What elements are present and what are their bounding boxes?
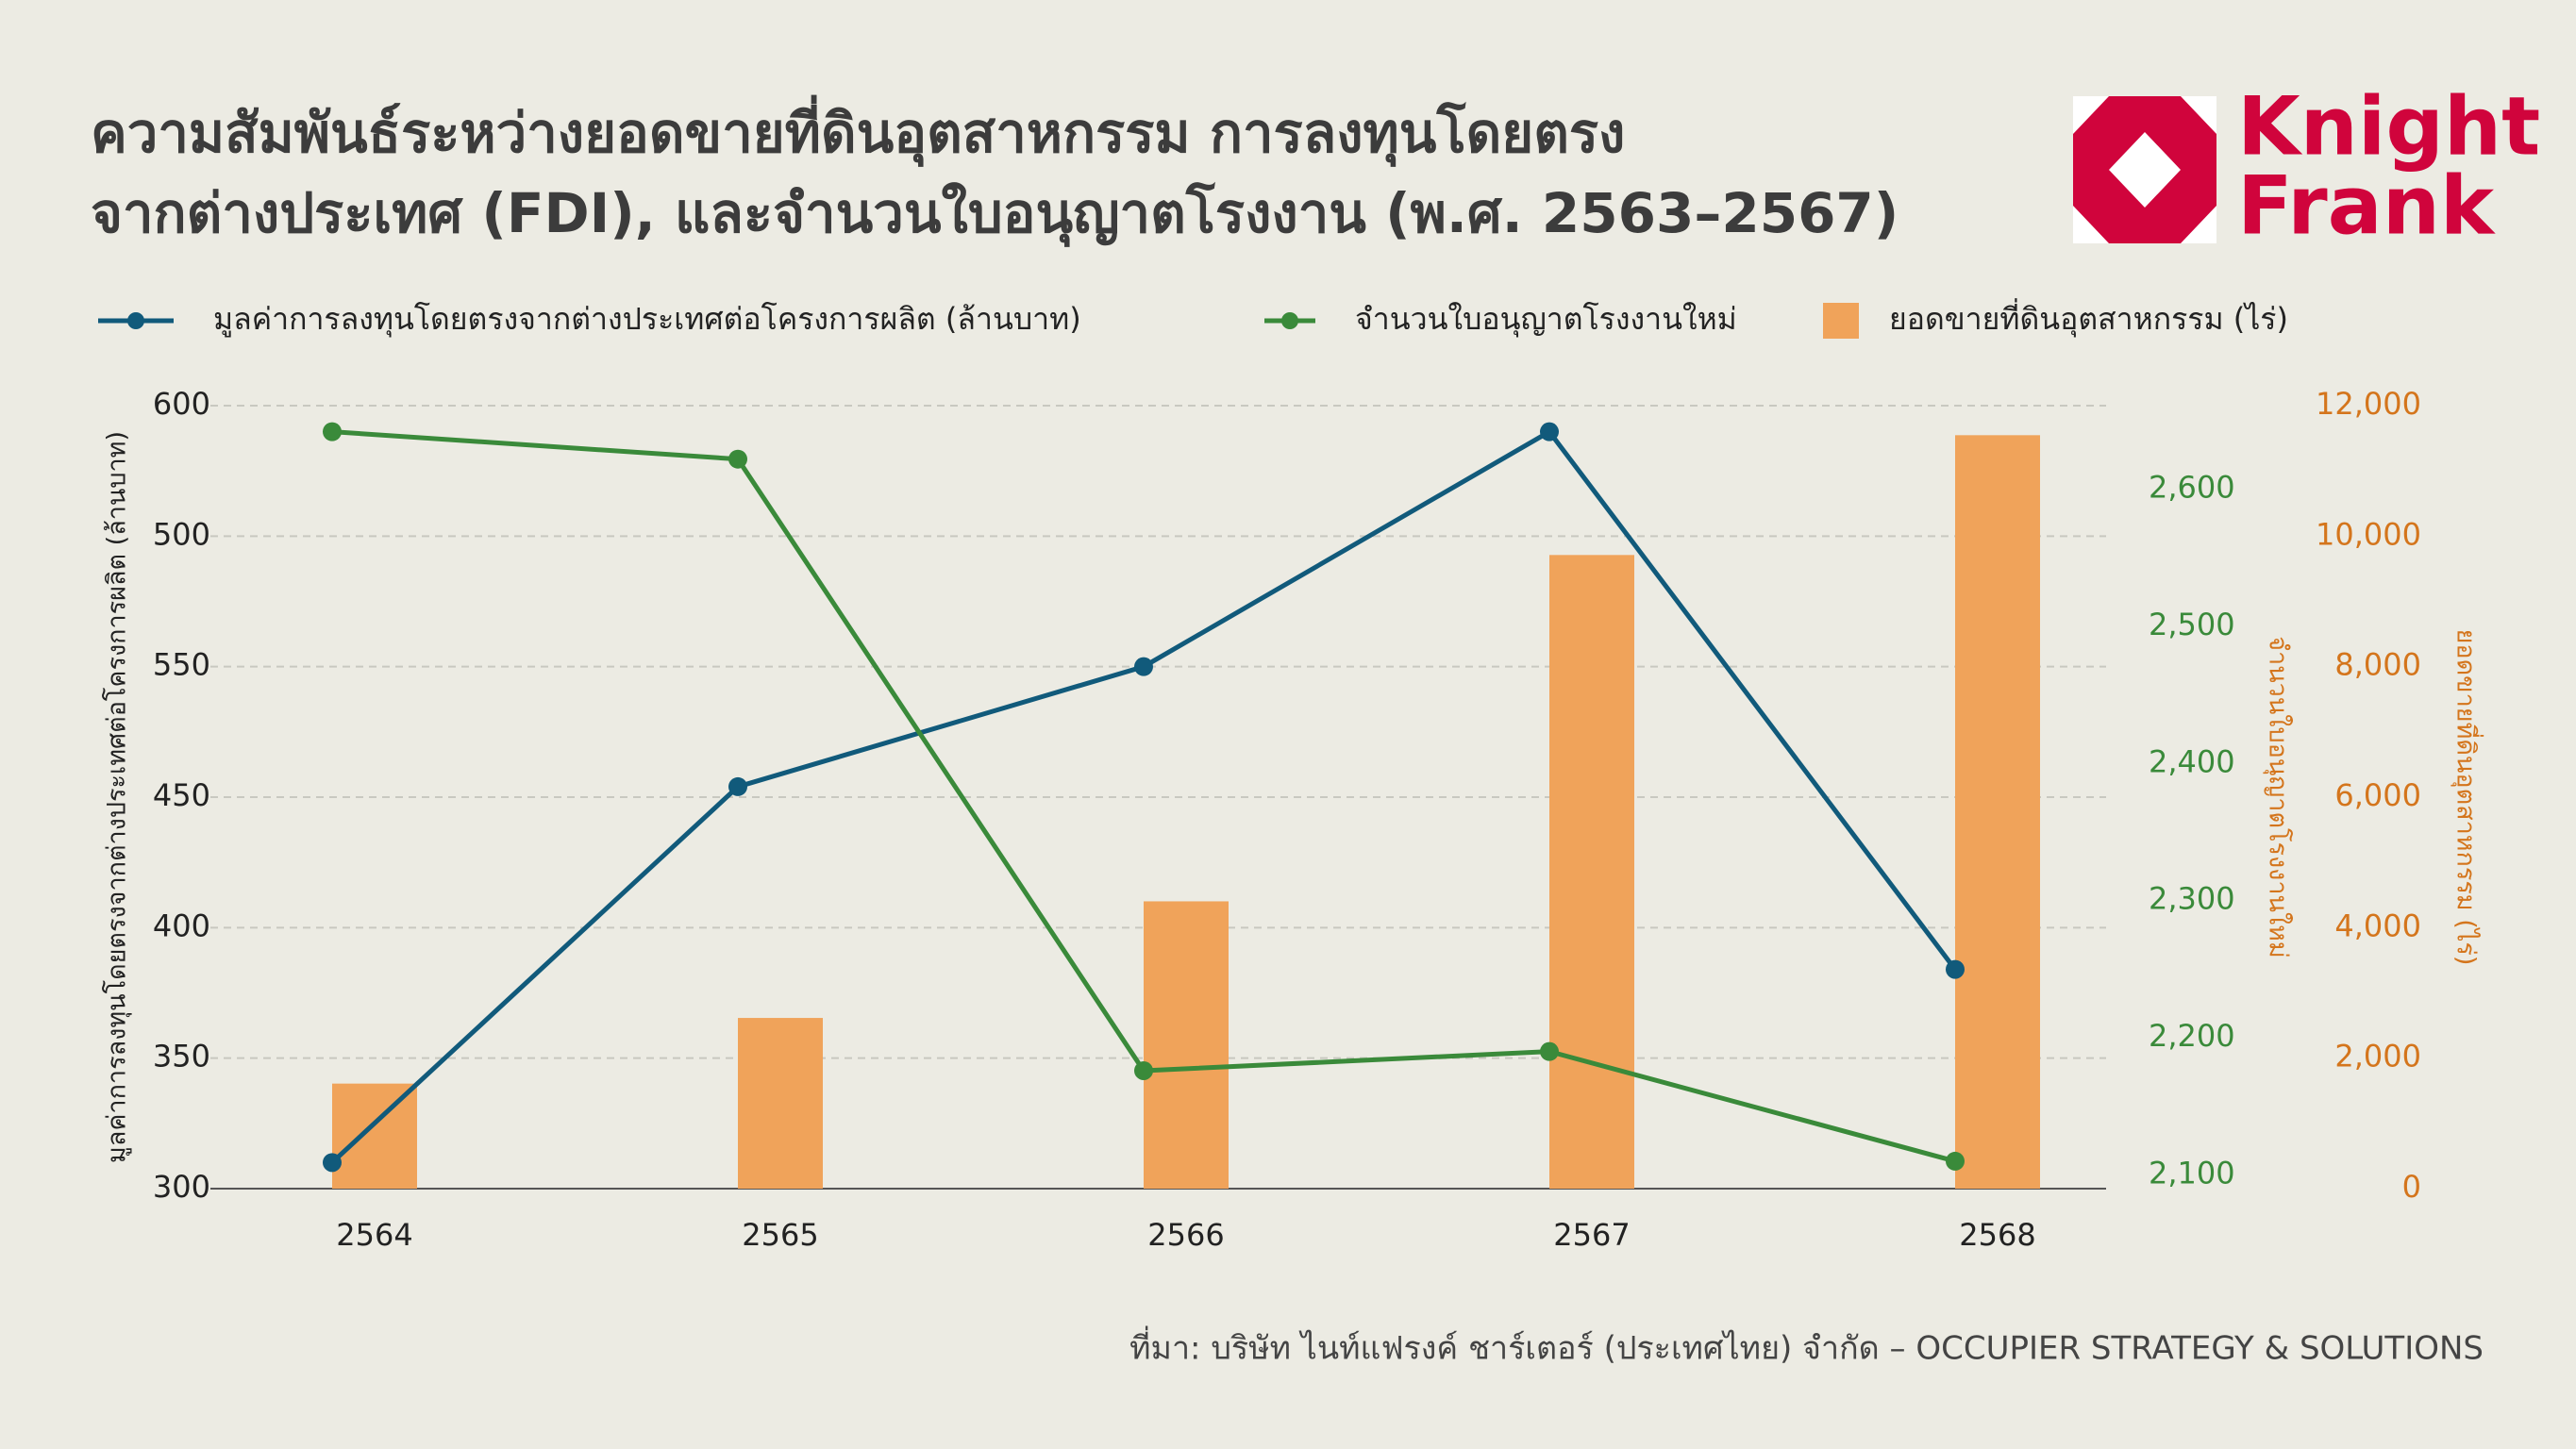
point [728, 776, 747, 796]
y2-tick-label: 2,400 [2149, 743, 2235, 779]
x-tick-label: 2568 [1959, 1217, 2035, 1253]
point [1946, 1151, 1965, 1171]
x-tick-label: 2566 [1147, 1217, 1224, 1253]
x-tick-label: 2567 [1553, 1217, 1630, 1253]
logo-text: Knight [2237, 79, 2540, 174]
point [1946, 959, 1965, 979]
point [323, 422, 342, 441]
y3-axis-title: ยอดขายที่ดินอุตสาหกรรม (ไร่) [2451, 629, 2484, 966]
y2-tick-label: 2,300 [2149, 881, 2235, 917]
logo-mark [2073, 206, 2109, 243]
point [1540, 1041, 1559, 1061]
y-tick-label: 350 [153, 1039, 210, 1074]
y-tick-label: 450 [153, 777, 210, 813]
legend: มูลค่าการลงทุนโดยตรงจากต่างประเทศต่อโครง… [98, 298, 2288, 339]
y3-tick-label: 8,000 [2334, 647, 2421, 683]
y3-tick-label: 10,000 [2316, 516, 2421, 552]
chart-title: ความสัมพันธ์ระหว่างยอดขายที่ดินอุตสาหกรร… [91, 94, 1625, 168]
point [1540, 422, 1559, 441]
lines [323, 422, 1965, 1173]
y2-tick-label: 2,500 [2149, 607, 2235, 642]
bar [1955, 435, 2040, 1189]
bars [332, 435, 2040, 1189]
point [1134, 657, 1153, 676]
legend-swatch [1281, 312, 1298, 329]
legend-label: จำนวนใบอนุญาตโรงงานใหม่ [1355, 301, 1737, 338]
y3-tick-label: 4,000 [2334, 908, 2421, 943]
x-tick-label: 2565 [742, 1217, 818, 1253]
bar [1144, 901, 1229, 1189]
logo-mark [2181, 96, 2216, 134]
y-tick-label: 300 [153, 1169, 210, 1205]
y2-tick-label: 2,200 [2149, 1018, 2235, 1054]
point [323, 1153, 342, 1173]
legend-swatch [1823, 303, 1859, 339]
y2-tick-label: 2,100 [2149, 1155, 2235, 1191]
y-tick-label: 500 [153, 516, 210, 552]
y-tick-label: 600 [153, 386, 210, 422]
chart-title: จากต่างประเทศ (FDI), และจำนวนใบอนุญาตโรง… [91, 180, 1899, 248]
y3-tick-label: 6,000 [2334, 777, 2421, 813]
y-tick-label: 550 [153, 647, 210, 683]
logo-mark [2109, 132, 2181, 208]
y3-tick-label: 12,000 [2316, 386, 2421, 422]
x-tick-label: 2564 [336, 1217, 412, 1253]
y3-tick-label: 0 [2402, 1169, 2421, 1205]
legend-label: มูลค่าการลงทุนโดยตรงจากต่างประเทศต่อโครง… [213, 301, 1081, 338]
bar [332, 1083, 417, 1189]
y3-tick-label: 2,000 [2334, 1039, 2421, 1074]
logo: Knight Frank [2073, 79, 2540, 253]
point [1134, 1060, 1153, 1080]
logo-mark [2073, 96, 2109, 134]
bar [1549, 555, 1634, 1189]
y-axis-title: มูลค่าการลงทุนโดยตรงจากต่างประเทศต่อโครง… [103, 431, 133, 1163]
grid: 300 350 400 450 550 500 600 2,100 2,200 2,300 2,40… [153, 386, 2421, 1253]
point [728, 449, 747, 469]
y2-axis-title: จำนวนใบอนุญาตโรงงานใหม่ [2263, 636, 2294, 958]
bar [738, 1018, 823, 1189]
y2-tick-label: 2,600 [2149, 470, 2235, 506]
source-note: ที่มา: บริษัท ไนท์แฟรงค์ ชาร์เตอร์ (ประเ… [1129, 1326, 2484, 1368]
legend-swatch [127, 312, 144, 329]
logo-text: Frank [2237, 158, 2496, 253]
legend-label: ยอดขายที่ดินอุตสาหกรรม (ไร่) [1889, 298, 2288, 338]
logo-mark [2181, 206, 2216, 243]
y-tick-label: 400 [153, 908, 210, 943]
